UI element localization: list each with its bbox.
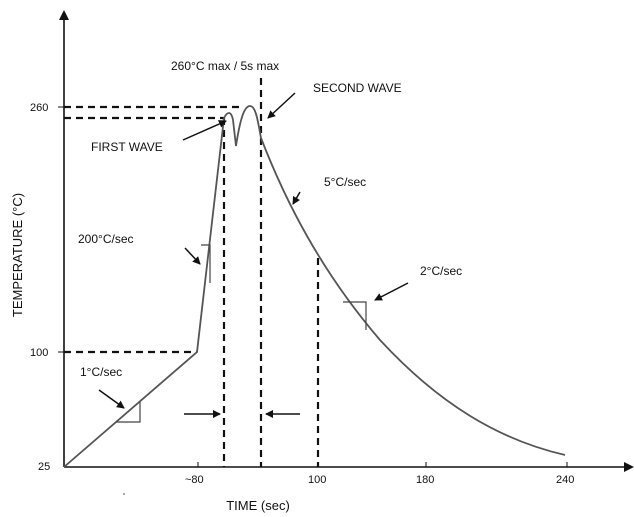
- peak-limit-label: 260°C max / 5s max: [171, 59, 279, 73]
- second-wave-label: SECOND WAVE: [313, 81, 402, 95]
- x-tick-label-180: 180: [416, 474, 434, 486]
- y-tick-label-100: 100: [30, 347, 48, 359]
- x-tick-label-100: 100: [308, 474, 326, 486]
- arrow-second-wave: [267, 92, 296, 119]
- arrow-cooling-fast: [292, 191, 301, 205]
- arrow-preheat: [98, 389, 125, 409]
- arrow-first-wave: [182, 120, 227, 141]
- slope-triangle-preheat: [116, 402, 141, 423]
- cooling-rate-2-label: 2°C/sec: [420, 264, 462, 278]
- x-axis-arrowhead: [624, 462, 634, 472]
- ramp-rate-200-label: 200°C/sec: [78, 232, 134, 246]
- x-tick-label-80: ~80: [185, 474, 204, 486]
- x-axis-title: TIME (sec): [226, 498, 290, 513]
- stray-dot: [123, 493, 125, 495]
- temperature-profile-curve: [63, 105, 566, 468]
- arrow-ramp: [184, 247, 201, 265]
- preheat-rate-1-label: 1°C/sec: [80, 365, 122, 379]
- cooling-rate-5-label: 5°C/sec: [324, 175, 366, 189]
- x-tick-label-240: 240: [556, 474, 574, 486]
- y-axis-arrowhead: [59, 10, 69, 20]
- slope-triangle-cooling: [343, 301, 367, 330]
- slope-triangle-ramp: [201, 244, 211, 283]
- arrow-cooling-slow: [374, 282, 409, 301]
- y-tick-label-25: 25: [38, 461, 50, 473]
- y-tick-label-260: 260: [30, 102, 48, 114]
- first-wave-label: FIRST WAVE: [91, 140, 163, 154]
- y-axis-title: TEMPERATURE (°C): [10, 193, 25, 317]
